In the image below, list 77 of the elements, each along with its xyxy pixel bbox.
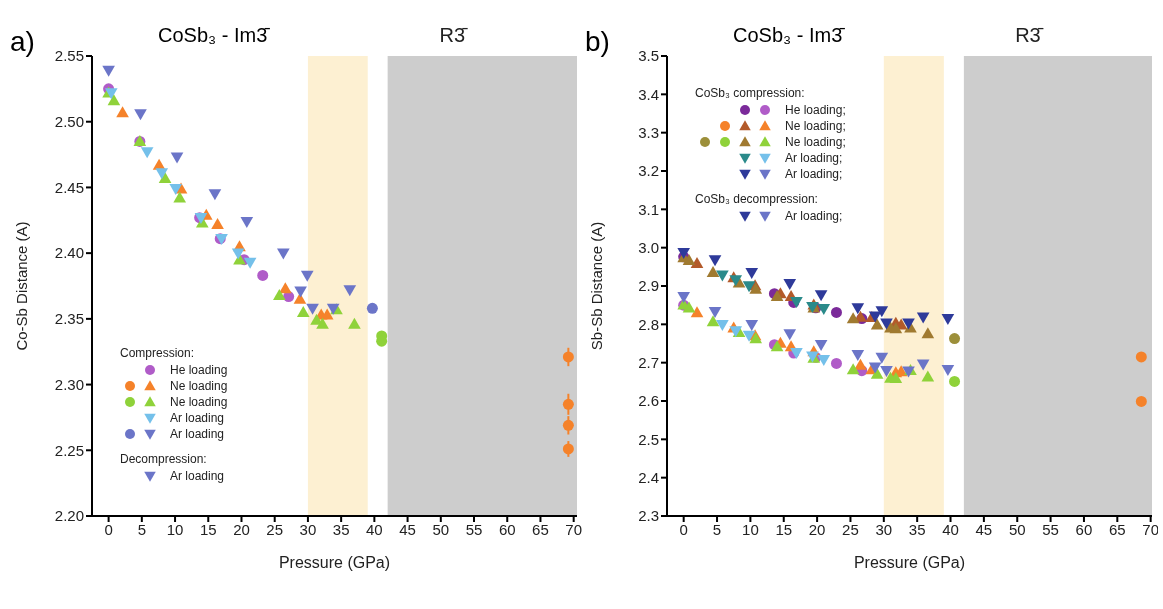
legend-label: Ar loading <box>170 469 225 483</box>
y-tick-label: 2.50 <box>54 113 84 131</box>
band-label: R3̄ <box>439 24 469 46</box>
legend-label: Ne loading <box>170 379 228 393</box>
y-tick-label: 2.3 <box>638 507 659 525</box>
y-tick-label: 2.30 <box>54 375 84 393</box>
y-tick-label: 3.0 <box>638 238 659 256</box>
x-tick-label: 60 <box>1075 520 1093 538</box>
chart-title: b) <box>585 26 610 58</box>
y-tick-label: 2.40 <box>54 244 84 262</box>
legend-title: Compression: <box>120 346 196 360</box>
text: CoSb₃ - Im3̄ <box>158 24 268 47</box>
x-tick-label: 5 <box>712 520 722 538</box>
x-tick-label: 65 <box>1108 520 1126 538</box>
legend-label: Ar loading; <box>785 167 843 181</box>
x-tick-label: 55 <box>465 520 483 538</box>
y-tick-label: 2.5 <box>638 430 659 448</box>
y-tick-label: 3.1 <box>638 200 659 218</box>
legend-label: Ar loading <box>170 427 225 441</box>
x-tick-label: 40 <box>942 520 959 538</box>
x-tick-label: 30 <box>875 520 893 538</box>
legend-label: Ne loading; <box>785 135 846 149</box>
x-tick-label: 35 <box>908 520 926 538</box>
y-tick-label: 3.2 <box>638 162 659 180</box>
y-tick-label: 2.6 <box>638 392 659 410</box>
x-tick-label: 20 <box>233 520 250 538</box>
x-tick-label: 50 <box>432 520 450 538</box>
x-tick-label: 25 <box>266 520 284 538</box>
chart-title: a) <box>10 26 35 58</box>
x-tick-label: 70 <box>1142 520 1160 538</box>
x-tick-label: 0 <box>679 520 688 538</box>
x-tick-label: 45 <box>399 520 416 538</box>
x-tick-label: 15 <box>775 520 793 538</box>
legend-label: Ne loading; <box>785 119 846 133</box>
legend-label: Ar loading <box>170 411 225 425</box>
y-tick-label: 2.7 <box>638 353 659 371</box>
y-tick-label: 2.45 <box>54 178 84 196</box>
y-tick-label: 2.35 <box>54 310 84 328</box>
legend-label: He loading; <box>785 103 846 117</box>
text: CoSb₃ - Im3̄ <box>733 24 843 47</box>
x-tick-label: 50 <box>1008 520 1026 538</box>
x-tick-label: 15 <box>199 520 217 538</box>
x-tick-label: 60 <box>498 520 516 538</box>
y-tick-label: 2.8 <box>638 315 659 333</box>
legend-title: CoSb₃ compression: <box>695 86 806 100</box>
x-tick-label: 10 <box>742 520 759 538</box>
x-axis-title: Pressure (GPa) <box>278 554 391 571</box>
x-tick-label: 65 <box>532 520 549 538</box>
legend-label: Ar loading; <box>785 151 843 165</box>
y-tick-label: 2.9 <box>638 277 659 295</box>
y-tick-label: 3.5 <box>638 47 659 65</box>
band-label: R3̄ <box>1015 24 1044 46</box>
x-tick-label: 45 <box>975 520 993 538</box>
y-tick-label: 2.4 <box>638 468 659 486</box>
annotation: CoSb₃ decompression: <box>695 192 819 206</box>
legend-label: Ne loading <box>170 395 228 409</box>
annotation: Decompression: <box>120 452 208 466</box>
x-tick-label: 30 <box>299 520 317 538</box>
x-tick-label: 40 <box>366 520 383 538</box>
y-axis-title: Co-Sb Distance (A) <box>13 221 31 351</box>
x-tick-label: 25 <box>842 520 859 538</box>
x-axis-title: Pressure (GPa) <box>853 554 966 571</box>
x-tick-label: 20 <box>808 520 826 538</box>
y-tick-label: 2.55 <box>54 47 84 65</box>
legend-label: Ar loading; <box>785 209 843 223</box>
y-tick-label: 2.25 <box>54 441 84 459</box>
y-axis-title: Sb-Sb Distance (A) <box>588 221 606 351</box>
x-tick-label: 70 <box>565 520 583 538</box>
x-tick-label: 10 <box>166 520 184 538</box>
y-tick-label: 3.3 <box>638 123 659 141</box>
y-tick-label: 2.20 <box>54 507 84 525</box>
x-tick-label: 55 <box>1042 520 1059 538</box>
x-tick-label: 5 <box>137 520 146 538</box>
y-tick-label: 3.4 <box>638 85 659 103</box>
x-tick-label: 0 <box>104 520 113 538</box>
legend-label: He loading <box>170 363 228 377</box>
x-tick-label: 35 <box>332 520 350 538</box>
